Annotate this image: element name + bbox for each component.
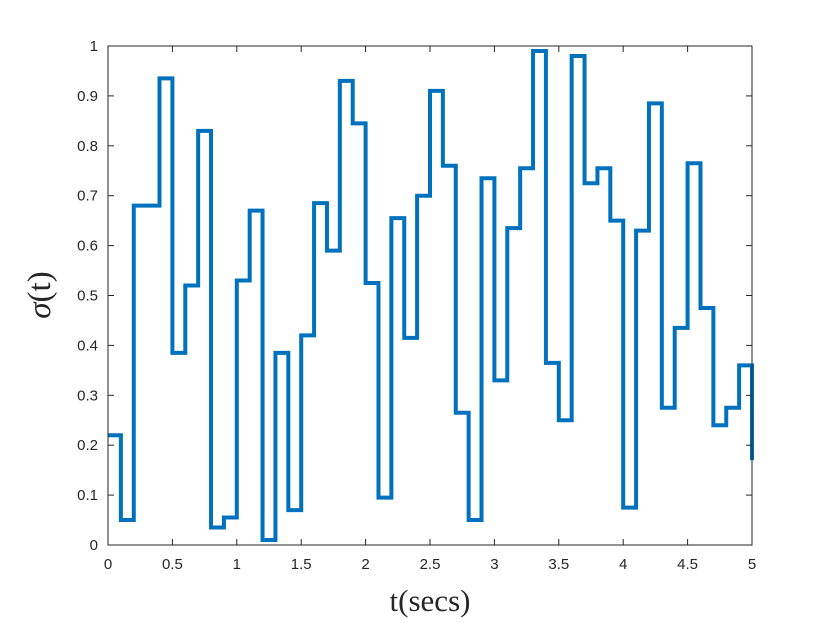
y-tick-label: 0.3: [77, 387, 98, 404]
x-tick-label: 1: [233, 556, 241, 573]
x-axis-ticks: 0 0.5 1 1.5 2 2.5 3 3.5 4 4.5 5: [104, 46, 756, 573]
y-tick-label: 0.9: [77, 88, 98, 105]
x-tick-label: 2: [361, 556, 369, 573]
x-tick-label: 4: [619, 556, 627, 573]
y-tick-label: 0.5: [77, 288, 98, 305]
x-tick-label: 5: [748, 556, 756, 573]
y-axis-label-symbol: σ: [22, 301, 58, 319]
y-tick-label: 0.2: [77, 437, 98, 454]
x-tick-label: 0: [104, 556, 112, 573]
y-tick-label: 0.6: [77, 238, 98, 255]
y-axis-label: σ(t): [22, 271, 58, 318]
x-tick-label: 1.5: [291, 556, 312, 573]
y-tick-label: 0: [90, 537, 98, 554]
y-tick-label: 0.8: [77, 138, 98, 155]
series-line: [108, 48, 754, 543]
y-axis-ticks: 0 0.1 0.2 0.3 0.4 0.5 0.6 0.7 0.8 0.9 1: [77, 38, 752, 554]
y-tick-label: 0.1: [77, 487, 98, 504]
x-tick-label: 2.5: [420, 556, 441, 573]
y-tick-label: 0.7: [77, 188, 98, 205]
x-axis-label: t(secs): [390, 583, 471, 618]
y-tick-label: 1: [90, 38, 98, 55]
x-tick-label: 3.5: [548, 556, 569, 573]
x-tick-label: 0.5: [162, 556, 183, 573]
y-tick-label: 0.4: [77, 337, 98, 354]
x-tick-label: 3: [490, 556, 498, 573]
series-layer: [108, 48, 754, 543]
y-axis-label-argument: (t): [22, 271, 58, 302]
x-tick-label: 4.5: [677, 556, 698, 573]
